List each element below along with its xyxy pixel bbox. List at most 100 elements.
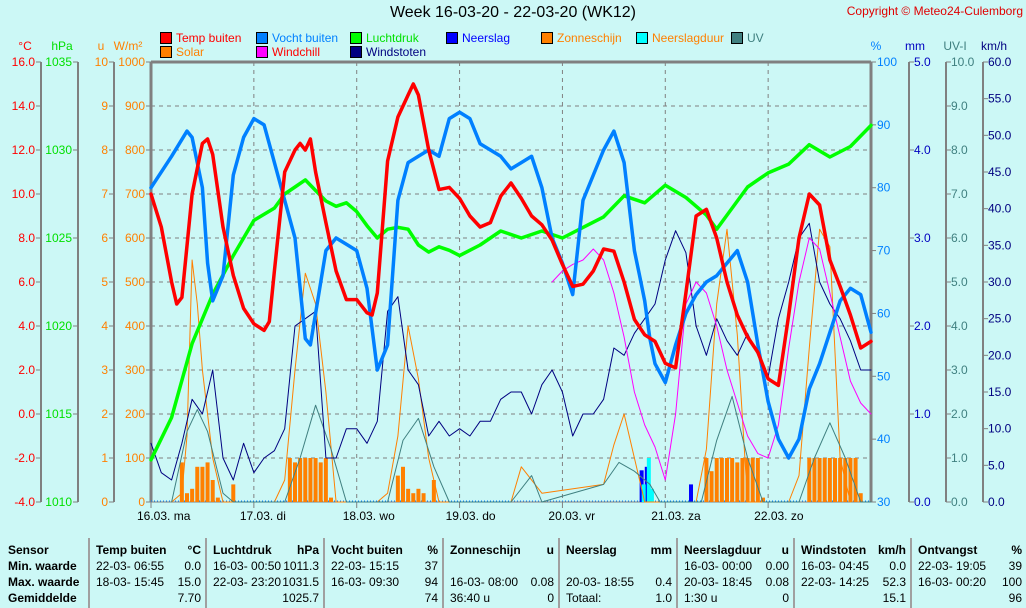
- stats-timestamp: 20-03- 18:45: [684, 575, 753, 589]
- weather-chart: 16.014.012.010.08.06.04.02.00.0-2.0-4.0°…: [12, 39, 1012, 523]
- stats-column-ontvangst: Ontvangst% 22-03- 19:05 39 16-03- 00:20 100 9…: [910, 538, 1026, 608]
- legend-label: Zonneschijn: [557, 31, 622, 45]
- stats-timestamp: 36:40 u: [450, 591, 491, 605]
- legend-item-temp-buiten: Temp buiten: [160, 31, 241, 45]
- stats-timestamp: 22-03- 14:25: [801, 575, 870, 589]
- bar-zonneschijn: [200, 466, 205, 502]
- bar-zonneschijn: [750, 458, 755, 502]
- stats-value: 39: [1008, 559, 1022, 573]
- bar-zonneschijn: [205, 462, 210, 502]
- axis-tick-label-wind: 15.0: [988, 385, 1012, 399]
- bar-neerslagduur: [646, 458, 651, 502]
- axis-tick-label-rain: 0.0: [914, 495, 931, 509]
- bar-zonneschijn: [287, 458, 292, 502]
- stats-value: 1031.5: [282, 575, 319, 589]
- axis-tick-label-sun_hours: 10: [95, 55, 109, 69]
- bar-zonneschijn: [185, 493, 189, 502]
- bar-zonneschijn: [735, 462, 740, 502]
- axis-tick-label-sun_hours: 6: [101, 231, 108, 245]
- stats-value: 0: [547, 591, 554, 605]
- stats-column-vocht-buiten: Vocht buiten% 22-03- 15:15 37 16-03- 09:30 9…: [323, 538, 444, 608]
- axis-tick-label-solar: 100: [125, 451, 145, 465]
- bar-zonneschijn: [329, 497, 333, 502]
- legend-swatch: [350, 46, 362, 58]
- bar-zonneschijn: [822, 458, 827, 502]
- stats-unit: hPa: [296, 543, 319, 557]
- axis-tick-label-sun_hours: 5: [101, 275, 108, 289]
- stats-value: 37: [424, 559, 438, 573]
- stats-column-sensor: Sensor Min. waarde Max. waarde Gemiddelde: [0, 538, 88, 608]
- bar-zonneschijn: [838, 458, 843, 502]
- stats-column-neerslagduur: Neerslagduur u 16-03- 00:00 0.00 20-03- 18:4…: [676, 538, 795, 608]
- x-tick-label: 21.03. za: [651, 509, 701, 523]
- legend-swatch: [160, 46, 172, 58]
- stats-header: Sensor: [8, 543, 49, 557]
- stats-timestamp: 22-03- 19:05: [918, 559, 987, 573]
- axis-tick-label-uv: 4.0: [951, 319, 968, 333]
- axis-tick-label-wind: 55.0: [988, 92, 1012, 106]
- legend-swatch: [541, 32, 553, 44]
- axis-tick-label-temp: 4.0: [18, 319, 35, 333]
- axis-unit-pressure: hPa: [51, 39, 73, 53]
- legend-item-zonneschijn: Zonneschijn: [541, 31, 622, 45]
- axis-tick-label-sun_hours: 2: [101, 407, 108, 421]
- axis-tick-label-temp: 12.0: [12, 143, 36, 157]
- stats-timestamp: 22-03- 15:15: [331, 559, 400, 573]
- bar-zonneschijn: [807, 458, 812, 502]
- stats-unit: u: [781, 543, 789, 557]
- axis-tick-label-temp: 10.0: [12, 187, 36, 201]
- axis-tick-label-pressure: 1010: [45, 495, 72, 509]
- stats-unit: u: [546, 543, 554, 557]
- stats-value: 0: [782, 591, 789, 605]
- legend-label: Neerslag: [462, 31, 511, 45]
- bar-zonneschijn: [714, 458, 719, 502]
- axis-tick-label-temp: 14.0: [12, 99, 36, 113]
- stats-value: 15.0: [177, 575, 201, 589]
- axis-tick-label-uv: 9.0: [951, 99, 968, 113]
- stats-value: 0.08: [530, 575, 554, 589]
- legend-swatch: [350, 32, 362, 44]
- legend-item-windchill: Windchill: [256, 45, 320, 59]
- x-tick-label: 17.03. di: [240, 509, 286, 523]
- legend-swatch: [160, 32, 172, 44]
- axis-tick-label-uv: 3.0: [951, 363, 968, 377]
- stats-timestamp: Totaal:: [566, 591, 602, 605]
- stats-row-label: Gemiddelde: [8, 591, 77, 605]
- bar-zonneschijn: [725, 458, 729, 502]
- legend-item-luchtdruk: Luchtdruk: [350, 31, 419, 45]
- stats-column-temp-buiten: Temp buiten °C 22-03- 06:55 0.0 18-03- 15:45…: [88, 538, 207, 608]
- stats-value: 94: [424, 575, 438, 589]
- legend-label: Temp buiten: [176, 31, 242, 45]
- stats-timestamp: 18-03- 15:45: [96, 575, 165, 589]
- axis-tick-label-solar: 800: [125, 143, 145, 157]
- series-line-windchill: [551, 237, 872, 481]
- stats-value: 0.08: [765, 575, 789, 589]
- bar-zonneschijn: [195, 466, 200, 502]
- axis-tick-label-wind: 5.0: [988, 458, 1005, 472]
- axis-tick-label-uv: 1.0: [951, 451, 968, 465]
- axis-tick-label-pressure: 1020: [45, 319, 72, 333]
- legend-swatch: [256, 32, 268, 44]
- stats-column-neerslag: Neerslag mm 20-03- 18:55 0.4 Totaal: 1.0: [558, 538, 678, 608]
- axis-tick-label-solar: 200: [125, 407, 145, 421]
- bar-zonneschijn: [755, 458, 760, 502]
- axis-tick-label-rain: 4.0: [914, 143, 931, 157]
- bar-zonneschijn: [395, 475, 400, 502]
- stats-unit: %: [1011, 543, 1022, 557]
- stats-timestamp: 16-03- 00:00: [684, 559, 753, 573]
- axis-tick-label-wind: 25.0: [988, 312, 1012, 326]
- axis-tick-label-wind: 0.0: [988, 495, 1005, 509]
- legend-item-vocht-buiten: Vocht buiten: [256, 31, 338, 45]
- axis-unit-wind: km/h: [981, 39, 1007, 53]
- stats-header: Windstoten: [801, 543, 867, 557]
- bar-zonneschijn: [730, 458, 735, 502]
- bar-neerslag: [644, 466, 649, 502]
- axis-tick-label-uv: 0.0: [951, 495, 968, 509]
- axis-tick-label-temp: -4.0: [14, 495, 35, 509]
- stats-timestamp: 16-03- 00:20: [918, 575, 987, 589]
- stats-timestamp: 16-03- 00:50: [213, 559, 282, 573]
- axis-tick-label-sun_hours: 8: [101, 143, 108, 157]
- chart-title: Week 16-03-20 - 22-03-20 (WK12): [389, 4, 637, 21]
- axis-tick-label-sun_hours: 1: [101, 451, 108, 465]
- legend-label: Luchtdruk: [366, 31, 419, 45]
